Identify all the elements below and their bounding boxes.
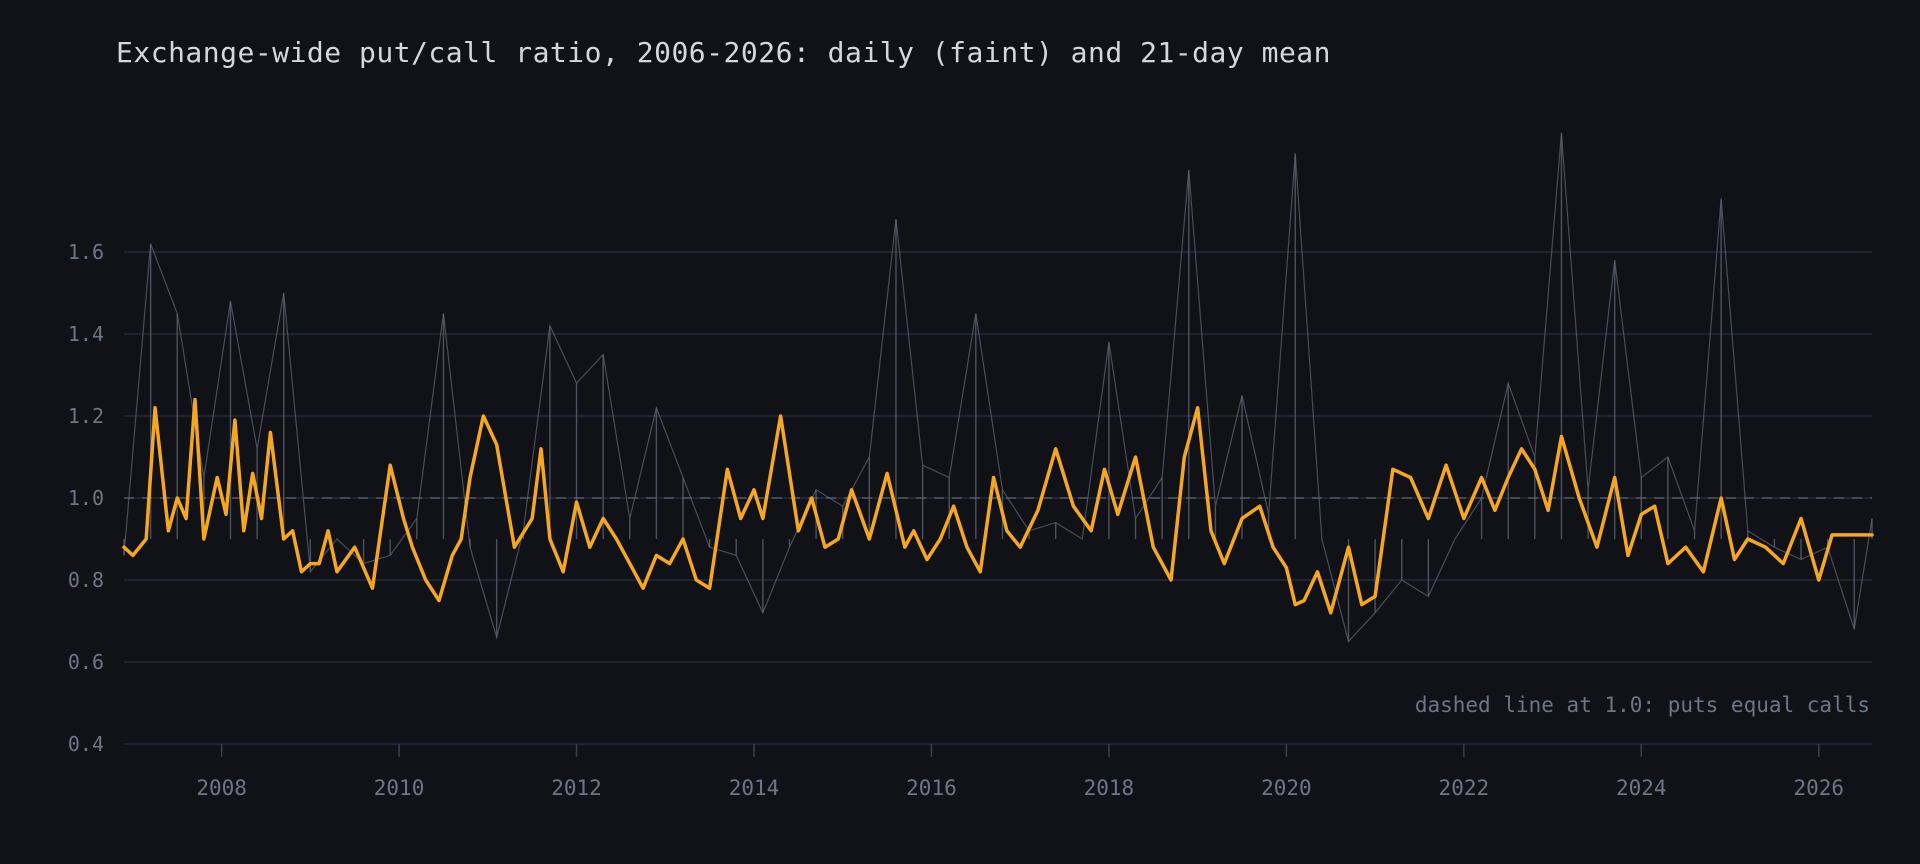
x-tick-label: 2012 <box>551 776 602 800</box>
y-tick-label: 1.0 <box>68 486 104 510</box>
y-tick-label: 0.6 <box>68 650 104 674</box>
chart-title: Exchange-wide put/call ratio, 2006-2026:… <box>116 36 1332 69</box>
x-tick-label: 2020 <box>1261 776 1312 800</box>
daily-series-line <box>123 133 1873 643</box>
y-tick-label: 1.6 <box>68 240 104 264</box>
x-tick-label: 2026 <box>1793 776 1844 800</box>
x-tick-label: 2022 <box>1439 776 1490 800</box>
x-tick-label: 2018 <box>1084 776 1135 800</box>
y-tick-label: 1.2 <box>68 404 104 428</box>
x-tick-label: 2014 <box>729 776 780 800</box>
annotation-note: dashed line at 1.0: puts equal calls <box>1415 693 1870 717</box>
y-tick-label: 0.4 <box>68 732 104 756</box>
x-tick-label: 2024 <box>1616 776 1667 800</box>
mean-series-line <box>122 397 1874 615</box>
x-tick-label: 2016 <box>906 776 957 800</box>
y-tick-label: 0.8 <box>68 568 104 592</box>
x-tick-label: 2008 <box>196 776 247 800</box>
x-tick-label: 2010 <box>374 776 425 800</box>
y-tick-label: 1.4 <box>68 322 104 346</box>
